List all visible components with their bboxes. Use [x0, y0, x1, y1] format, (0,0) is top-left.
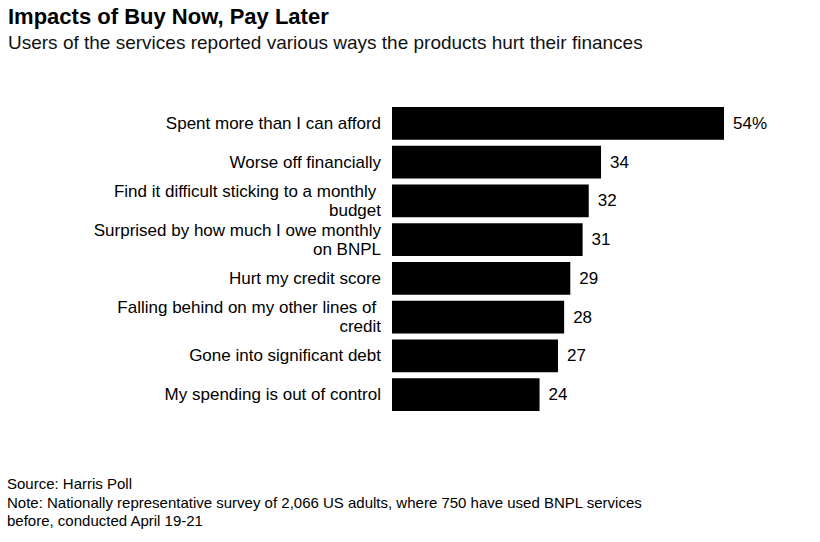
svg-text:27: 27: [567, 346, 586, 365]
svg-text:54%: 54%: [733, 114, 767, 133]
svg-text:34: 34: [610, 153, 629, 172]
svg-text:on BNPL: on BNPL: [308, 240, 381, 259]
svg-text:24: 24: [549, 385, 568, 404]
svg-text:Source: Harris Poll: Source: Harris Poll: [7, 475, 132, 492]
svg-text:28: 28: [573, 308, 592, 327]
svg-text:budget: budget: [329, 201, 381, 220]
svg-text:Worse off financially: Worse off financially: [230, 153, 382, 172]
svg-text:Surprised by how much I owe mo: Surprised by how much I owe monthly: [94, 221, 382, 240]
svg-text:29: 29: [579, 269, 598, 288]
svg-text:credit: credit: [339, 317, 381, 336]
svg-text:Find it difficult sticking to: Find it difficult sticking to a monthly: [114, 182, 381, 201]
svg-text:Impacts of Buy Now, Pay Later: Impacts of Buy Now, Pay Later: [8, 4, 329, 29]
svg-text:Note: Nationally representativ: Note: Nationally representative survey o…: [7, 494, 646, 511]
svg-text:32: 32: [598, 191, 617, 210]
svg-text:Gone into significant debt: Gone into significant debt: [189, 346, 381, 365]
svg-text:Users of the services reported: Users of the services reported various w…: [8, 32, 643, 53]
svg-text:Hurt my credit score: Hurt my credit score: [229, 269, 381, 288]
svg-text:My spending is out of control: My spending is out of control: [165, 385, 381, 404]
svg-text:Falling behind on my other lin: Falling behind on my other lines of: [117, 298, 381, 317]
svg-text:Spent more than I can afford: Spent more than I can afford: [166, 114, 381, 133]
svg-text:31: 31: [592, 230, 611, 249]
svg-text:before, conducted April 19-21: before, conducted April 19-21: [7, 512, 203, 529]
